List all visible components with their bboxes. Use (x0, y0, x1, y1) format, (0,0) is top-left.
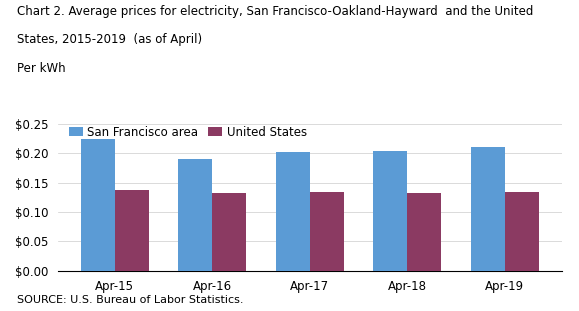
Bar (115, 190, 149, 271)
Bar (471, 147, 505, 271)
Bar (407, 193, 441, 271)
Bar (276, 152, 310, 271)
Text: States, 2015-2019  (as of April): States, 2015-2019 (as of April) (17, 33, 203, 46)
Bar (373, 151, 407, 271)
Text: Per kWh: Per kWh (17, 62, 66, 75)
Legend: San Francisco area, United States: San Francisco area, United States (64, 121, 312, 143)
Bar (310, 192, 344, 271)
Bar (505, 192, 538, 271)
Text: SOURCE: U.S. Bureau of Labor Statistics.: SOURCE: U.S. Bureau of Labor Statistics. (17, 295, 244, 305)
Bar (81, 138, 115, 271)
Bar (178, 159, 212, 271)
Bar (212, 193, 247, 271)
Text: Chart 2. Average prices for electricity, San Francisco-Oakland-Hayward  and the : Chart 2. Average prices for electricity,… (17, 5, 534, 18)
